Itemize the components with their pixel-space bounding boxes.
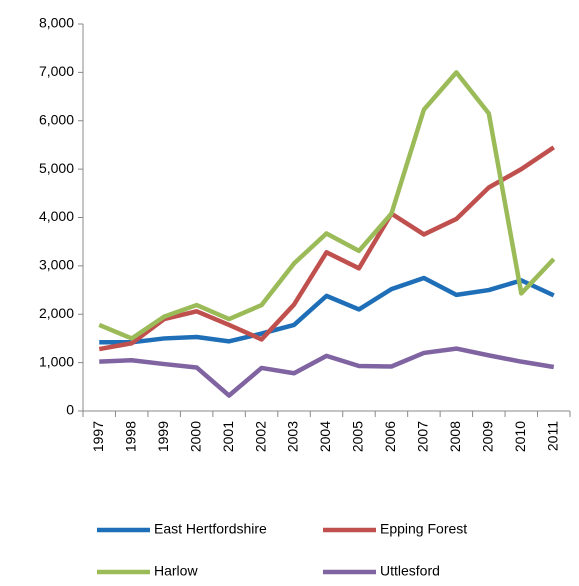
x-tick-label: 2001: [220, 421, 236, 452]
x-tick-label: 1997: [90, 421, 106, 452]
y-tick-label: 8,000: [39, 15, 74, 31]
x-tick-label: 1998: [122, 421, 138, 452]
legend-label: Epping Forest: [380, 521, 467, 537]
y-tick-label: 1,000: [39, 353, 74, 369]
y-tick-label: 2,000: [39, 305, 74, 321]
y-tick-label: 3,000: [39, 257, 74, 273]
y-tick-label: 7,000: [39, 63, 74, 79]
y-tick-label: 0: [66, 402, 74, 418]
x-tick-label: 2000: [187, 421, 203, 452]
y-tick-label: 6,000: [39, 111, 74, 127]
x-tick-label: 2003: [285, 421, 301, 452]
legend-label: Harlow: [154, 563, 198, 579]
line-series: [99, 346, 555, 398]
y-tick-label: 5,000: [39, 160, 74, 176]
x-tick-label: 2006: [382, 421, 398, 452]
x-tick-label: 2002: [252, 421, 268, 452]
x-tick-label: 2008: [447, 421, 463, 452]
x-tick-label: 2004: [317, 421, 333, 452]
x-tick-label: 1999: [155, 421, 171, 452]
x-tick-label: 2010: [512, 421, 528, 452]
legend-label: Uttlesford: [380, 563, 440, 579]
x-tick-label: 2007: [415, 421, 431, 452]
y-tick-label: 4,000: [39, 208, 74, 224]
line-series: [98, 70, 556, 341]
line-series: [98, 145, 556, 352]
x-tick-label: 2005: [350, 421, 366, 452]
x-tick-label: 2009: [480, 421, 496, 452]
legend-label: East Hertfordshire: [154, 521, 267, 537]
line-series: [99, 275, 555, 345]
x-tick-label: 2011: [544, 421, 560, 451]
